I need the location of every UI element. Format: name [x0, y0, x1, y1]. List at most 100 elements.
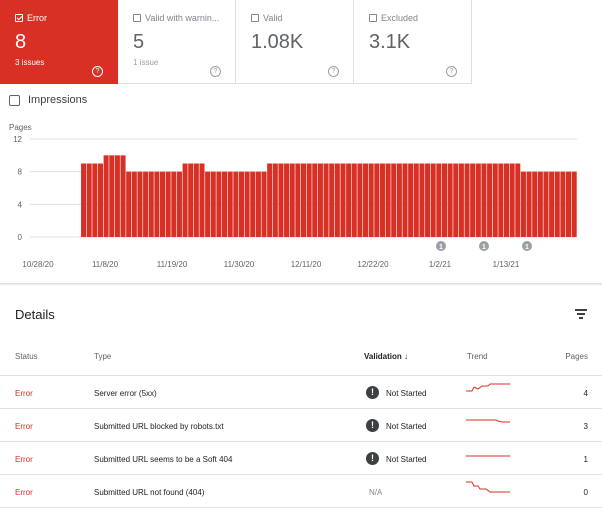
card-label: Excluded	[381, 13, 419, 23]
chart-bar	[205, 171, 211, 237]
chart-bar	[261, 171, 267, 237]
table-row[interactable]: Error Submitted URL seems to be a Soft 4…	[0, 442, 602, 475]
chart-bar	[244, 171, 250, 237]
chart-bar	[250, 171, 256, 237]
chart-bar	[143, 171, 149, 237]
help-icon[interactable]: ?	[210, 66, 221, 77]
chart-bar	[487, 163, 493, 237]
chart-bar	[408, 163, 414, 237]
chart-bar	[238, 171, 244, 237]
chart-bar	[137, 171, 143, 237]
annotation-marker	[436, 241, 446, 251]
header-validation[interactable]: Validation ↓	[364, 352, 409, 361]
chart-bar	[425, 163, 431, 237]
chart-bar	[92, 163, 98, 237]
header-type[interactable]: Type	[94, 352, 112, 361]
table-header: Status Type Validation ↓ Trend Pages	[0, 342, 602, 376]
chart-bar	[543, 171, 549, 237]
checkbox-icon	[133, 14, 141, 22]
chart-bar	[509, 163, 515, 237]
row-pages: 1	[583, 455, 588, 464]
chart-bar	[447, 163, 453, 237]
chart-bar	[210, 171, 216, 237]
x-tick-label: 1/13/21	[493, 260, 520, 269]
header-pages[interactable]: Pages	[565, 352, 588, 361]
chart-bar	[554, 171, 560, 237]
checkbox-icon	[15, 14, 23, 22]
chart-bar	[351, 163, 357, 237]
y-tick-label: 12	[13, 135, 22, 144]
chart-bar	[154, 171, 160, 237]
row-type: Submitted URL not found (404)	[94, 488, 205, 497]
alert-icon: !	[366, 452, 379, 465]
chart-bar	[300, 163, 307, 237]
row-status: Error	[15, 488, 33, 497]
row-type: Submitted URL blocked by robots.txt	[94, 422, 224, 431]
chart-bar	[114, 155, 120, 237]
checkbox-icon	[369, 14, 377, 22]
card-excluded[interactable]: Excluded 3.1K ?	[354, 0, 472, 84]
card-valid-with-warnings[interactable]: Valid with warnin... 5 1 issue ?	[118, 0, 236, 84]
chart-bar	[413, 163, 419, 237]
chart-bar	[571, 171, 577, 237]
chart-bar	[131, 171, 137, 237]
chart-bar	[171, 171, 177, 237]
chart-bar	[481, 163, 487, 237]
help-icon[interactable]: ?	[92, 66, 103, 77]
annotation-label: 1	[439, 244, 443, 251]
x-tick-label: 12/11/20	[291, 260, 322, 269]
table-row[interactable]: Error Submitted URL not found (404) N/A …	[0, 475, 602, 508]
card-subtext: 1 issue	[133, 58, 159, 67]
chart-bar	[515, 163, 521, 237]
chart-bar	[199, 163, 205, 237]
chart-bar	[182, 163, 188, 237]
header-status[interactable]: Status	[15, 352, 38, 361]
annotation-label: 1	[482, 244, 486, 251]
trend-sparkline	[466, 481, 510, 493]
card-label: Valid with warnin...	[145, 13, 220, 23]
chart-bar	[419, 163, 425, 237]
filter-icon[interactable]	[575, 309, 587, 319]
header-trend[interactable]: Trend	[467, 352, 488, 361]
chart-bar	[374, 163, 380, 237]
chart-bar	[289, 163, 295, 237]
card-error[interactable]: Error 8 3 issues ?	[0, 0, 118, 84]
help-icon[interactable]: ?	[328, 66, 339, 77]
chart-bar	[492, 163, 498, 237]
chart-bar	[222, 171, 228, 237]
chart-bar	[537, 171, 543, 237]
chart-bar	[503, 163, 510, 237]
chart-bar	[126, 171, 132, 237]
chart-bar	[346, 163, 352, 237]
divider	[0, 283, 602, 286]
x-tick-label: 1/2/21	[429, 260, 452, 269]
chart-bar	[193, 163, 199, 237]
chart-bar	[120, 155, 126, 237]
y-tick-label: 8	[18, 168, 23, 177]
y-tick-label: 0	[18, 233, 23, 242]
trend-sparkline	[466, 383, 510, 392]
chart-bar	[233, 171, 239, 237]
chart-bar	[430, 163, 436, 237]
card-valid[interactable]: Valid 1.08K ?	[236, 0, 354, 84]
chart-bar	[566, 171, 572, 237]
alert-icon: !	[366, 386, 379, 399]
chart-bar	[267, 163, 273, 237]
chart-bar	[176, 171, 182, 237]
chart-bar	[284, 163, 290, 237]
chart-bar	[306, 163, 312, 237]
chart-bar	[165, 171, 171, 237]
card-label: Valid	[263, 13, 283, 23]
table-row[interactable]: Error Server error (5xx) ! Not Started 4	[0, 376, 602, 409]
chart-bar	[334, 163, 340, 237]
chart-bar	[317, 163, 323, 237]
annotation-marker	[479, 241, 489, 251]
help-icon[interactable]: ?	[446, 66, 457, 77]
chart-bar	[363, 163, 369, 237]
chart-bar	[475, 163, 481, 237]
details-table: Status Type Validation ↓ Trend Pages Err…	[0, 342, 602, 508]
table-row[interactable]: Error Submitted URL blocked by robots.tx…	[0, 409, 602, 442]
card-value: 8	[15, 31, 27, 53]
impressions-toggle[interactable]: Impressions	[9, 94, 87, 106]
chart-bar	[148, 171, 154, 237]
